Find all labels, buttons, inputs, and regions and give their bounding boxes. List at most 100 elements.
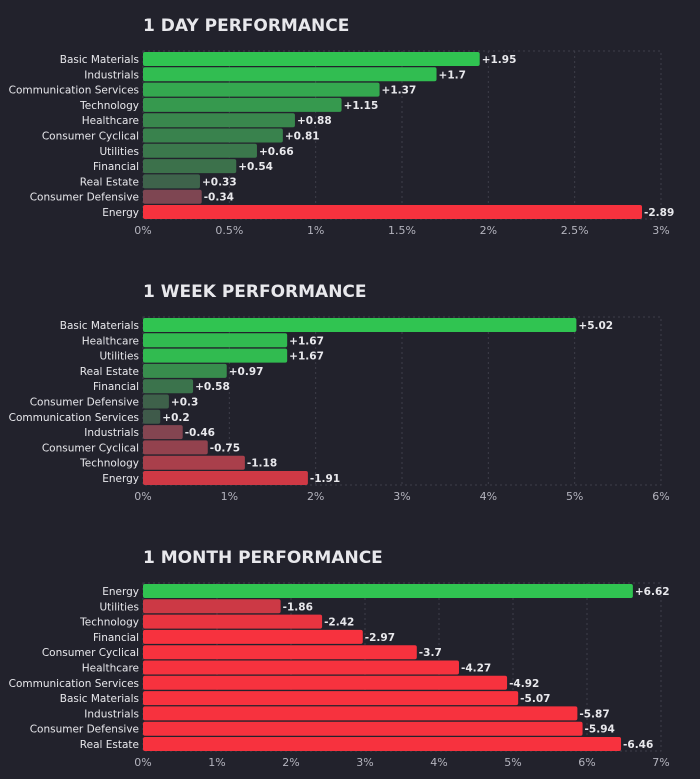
category-label: Utilities [99,146,139,158]
plot-frame [142,316,662,486]
bar-energy [143,205,643,219]
bar-healthcare [143,113,295,128]
x-tick-label: 4% [480,490,497,503]
bar-technology [143,455,245,470]
chart-title: 1 WEEK PERFORMANCE [143,282,367,302]
value-label: +1.15 [344,100,379,112]
x-tick-label: 5% [566,490,583,503]
value-label: -4.92 [509,678,539,690]
value-label: +0.81 [285,131,320,143]
bar-financial [143,379,194,394]
category-label: Communication Services [9,85,139,97]
category-label: Technology [79,458,139,470]
category-label: Technology [79,100,139,112]
x-tick-label: 3% [652,224,669,237]
value-label: -2.89 [644,207,674,219]
x-tick-label: 5% [504,756,521,769]
bar-consumer-defensive [143,721,583,736]
category-label: Healthcare [82,335,139,347]
x-tick-label: 1% [307,224,324,237]
x-tick-label: 0.5% [215,224,243,237]
value-label: +0.97 [229,366,264,378]
bar-industrials [143,706,578,721]
category-label: Financial [93,632,139,644]
x-tick-label: 3% [393,490,410,503]
bar-financial [143,629,363,644]
category-label: Real Estate [80,176,139,188]
bar-energy [143,471,308,485]
bar-consumer-defensive [143,189,202,204]
value-label: -5.07 [520,693,550,705]
value-label: +0.3 [171,397,198,409]
x-tick-label: 2% [282,756,299,769]
x-tick-label: 1.5% [388,224,416,237]
value-label: -6.46 [623,739,653,751]
category-label: Industrials [84,427,139,439]
x-tick-label: 0% [134,756,151,769]
category-label: Consumer Defensive [30,192,139,204]
bar-healthcare [143,660,459,675]
value-label: -4.27 [461,663,491,675]
category-label: Consumer Defensive [30,724,139,736]
value-label: -2.42 [324,617,354,629]
bar-basic-materials [143,318,577,332]
bar-consumer-cyclical [143,645,417,660]
x-tick-label: 4% [430,756,447,769]
category-label: Real Estate [80,366,139,378]
x-tick-label: 3% [356,756,373,769]
category-label: Energy [102,207,139,219]
bar-utilities [143,348,288,363]
category-label: Healthcare [82,115,139,127]
category-label: Technology [79,617,139,629]
x-tick-label: 6% [652,490,669,503]
bar-technology [143,97,342,112]
category-label: Consumer Cyclical [42,131,139,143]
category-label: Consumer Cyclical [42,442,139,454]
category-label: Healthcare [82,663,139,675]
chart-title: 1 MONTH PERFORMANCE [143,548,383,568]
value-label: -1.91 [310,473,340,485]
x-tick-label: 2.5% [561,224,589,237]
bar-healthcare [143,333,288,348]
category-label: Utilities [99,351,139,363]
bar-real-estate [143,174,200,189]
bar-utilities [143,143,257,158]
value-label: +1.95 [482,54,517,66]
category-label: Basic Materials [60,693,139,705]
bar-real-estate [143,363,227,378]
category-label: Communication Services [9,678,139,690]
value-label: +1.7 [439,69,466,81]
x-tick-label: 2% [480,224,497,237]
value-label: +1.67 [289,351,324,363]
bar-basic-materials [143,52,480,66]
value-label: +1.37 [382,85,417,97]
x-tick-label: 0% [134,490,151,503]
category-label: Consumer Cyclical [42,647,139,659]
value-label: -3.7 [419,647,442,659]
chart-title: 1 DAY PERFORMANCE [143,16,349,36]
value-label: -5.94 [585,724,615,736]
value-label: -1.86 [283,601,313,613]
category-label: Industrials [84,708,139,720]
bar-industrials [143,67,437,82]
value-label: -5.87 [579,708,609,720]
value-label: +0.2 [162,412,189,424]
x-tick-label: 1% [221,490,238,503]
category-label: Financial [93,381,139,393]
category-label: Utilities [99,601,139,613]
bar-real-estate [143,737,622,751]
category-label: Industrials [84,69,139,81]
category-label: Communication Services [9,412,139,424]
value-label: +0.88 [297,115,332,127]
bar-utilities [143,599,281,614]
value-label: +0.33 [202,176,237,188]
value-label: -0.34 [204,192,234,204]
x-tick-label: 7% [652,756,669,769]
bar-basic-materials [143,691,519,706]
category-label: Energy [102,473,139,485]
bar-communication-services [143,409,161,424]
category-label: Financial [93,161,139,173]
bar-financial [143,159,237,174]
x-tick-label: 2% [307,490,324,503]
